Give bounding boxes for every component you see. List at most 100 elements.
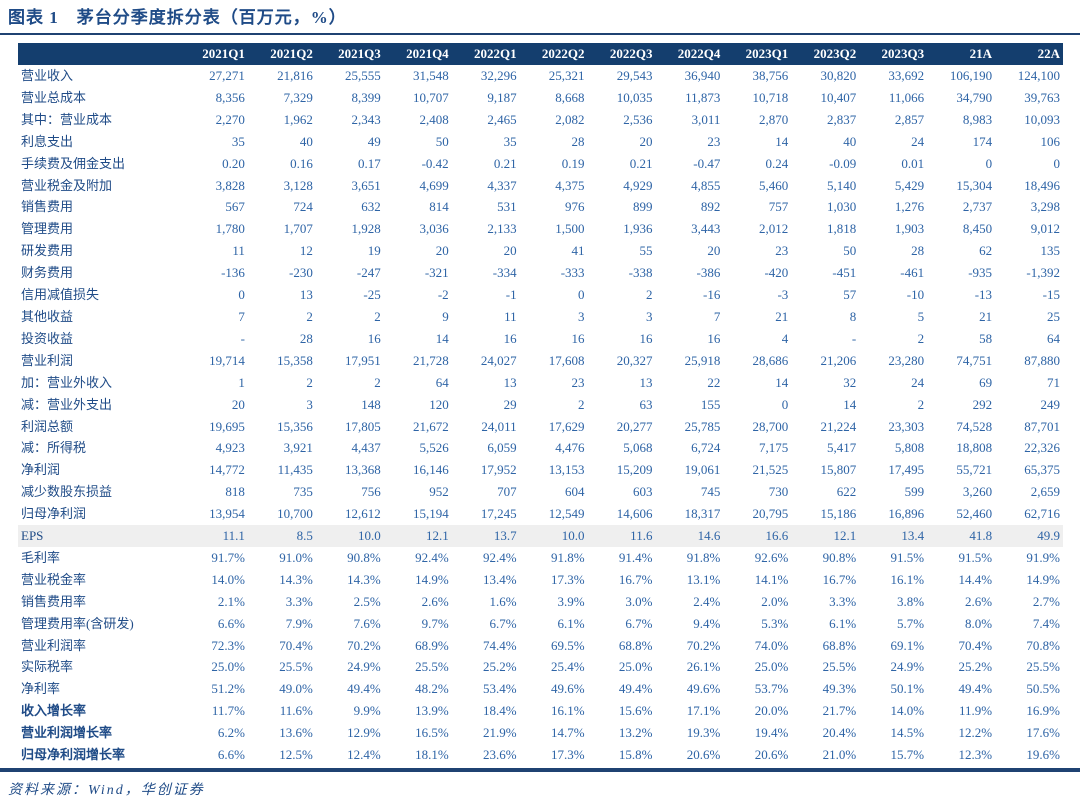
cell: -230 (289, 265, 313, 281)
cell: -13 (974, 287, 993, 303)
cell: 5,140 (826, 177, 857, 193)
cell: 5,526 (419, 440, 449, 456)
row-label: 营业收入 (21, 68, 74, 83)
cell: 3 (645, 308, 653, 324)
cell: -15 (1042, 287, 1060, 303)
cell: 2,270 (215, 111, 245, 127)
cell: 16.7% (618, 571, 653, 587)
row-label: 营业总成本 (21, 89, 87, 105)
cell: 20.6% (686, 747, 721, 763)
cell: 8,399 (351, 89, 381, 105)
cell: 757 (768, 199, 789, 215)
cell: 23 (571, 374, 585, 390)
cell: 21.9% (483, 725, 517, 741)
cell: -3 (777, 287, 789, 303)
cell: 12.1 (383, 525, 452, 547)
cell: 6.6% (217, 747, 245, 763)
cell: 2 (306, 308, 313, 324)
cell: 0 (238, 287, 245, 303)
cell: 18,808 (956, 440, 993, 456)
cell: 14.5% (890, 725, 925, 741)
cell: 2 (306, 374, 313, 390)
cell: 10,035 (616, 89, 653, 105)
cell: 12 (299, 243, 313, 259)
table-row: 信用减值损失 0 13 -25 -2 -1 0 2 -16 -3 57 -10 -13 -15 (18, 284, 1063, 306)
cell: 3.9% (557, 593, 585, 609)
cell: 50.1% (890, 681, 925, 697)
cell: 70.2% (347, 637, 381, 653)
cell: 71 (1047, 374, 1060, 390)
cell: 11.1 (180, 525, 248, 547)
row-label: 净利润 (21, 462, 61, 478)
cell: 18,317 (684, 506, 721, 522)
cell: 27,271 (209, 68, 245, 83)
table-row: 减少数股东损益 818 735 756 952 707 604 603 745 730 622 599… (18, 481, 1063, 503)
cell: 38,756 (752, 68, 789, 83)
cell: 1,276 (894, 199, 925, 215)
cell: -420 (764, 265, 789, 281)
cell: 15,186 (820, 506, 857, 522)
column-header: 2023Q1 (723, 43, 792, 65)
cell: 0.21 (629, 155, 653, 171)
cell: 9.4% (693, 615, 721, 631)
cell: 15.8% (618, 747, 653, 763)
cell: 20 (435, 243, 449, 259)
cell: 68.8% (618, 637, 653, 653)
cell: 11,873 (685, 89, 721, 105)
cell: 14 (775, 133, 789, 149)
cell: 16 (367, 330, 381, 346)
cell: 29,543 (616, 68, 653, 83)
table-row: 研发费用 11 12 19 20 20 41 55 20 23 50 28 62 135 (18, 240, 1063, 262)
cell: 12,549 (548, 506, 585, 522)
cell: -25 (363, 287, 381, 303)
cell: 11.7% (211, 703, 245, 719)
cell: 20,327 (616, 352, 653, 368)
table-row: 利润总额 19,695 15,356 17,805 21,672 24,011 17,629… (18, 416, 1063, 438)
cell: 124,100 (1017, 68, 1060, 83)
cell: 62 (979, 243, 993, 259)
cell: 49.4% (347, 681, 381, 697)
cell: 6.6% (217, 615, 245, 631)
table-row: 利息支出 35 40 49 50 35 28 20 23 14 40 24 174 106 (18, 131, 1063, 153)
cell: 14.0% (890, 703, 925, 719)
cell: 13,954 (209, 506, 245, 522)
cell: 9,012 (1030, 221, 1060, 237)
cell: 2 (645, 287, 653, 303)
cell: 74,751 (956, 352, 993, 368)
cell: 19.4% (754, 725, 789, 741)
cell: 3,011 (691, 111, 721, 127)
cell: 15,209 (616, 462, 653, 478)
cell: 14 (775, 374, 789, 390)
table-row: 毛利率 91.7% 91.0% 90.8% 92.4% 92.4% 91.8% 91.4% 91… (18, 547, 1063, 569)
cell: 13.2% (618, 725, 653, 741)
cell: 10,407 (820, 89, 857, 105)
cell: 0.20 (222, 155, 245, 171)
cell: 41.8 (927, 525, 996, 547)
cell: 24,011 (481, 418, 517, 434)
cell: 5.3% (761, 615, 789, 631)
cell: 7,329 (283, 89, 313, 105)
cell: 53.7% (754, 681, 789, 697)
cell: 2,659 (1030, 484, 1060, 500)
cell: 15,358 (277, 352, 313, 368)
cell: 12.9% (347, 725, 381, 741)
cell: 49.6% (550, 681, 585, 697)
cell: 35 (503, 133, 517, 149)
cell: 1 (238, 374, 245, 390)
cell: 12.5% (279, 747, 313, 763)
cell: 4,929 (623, 177, 653, 193)
cell: 14,772 (209, 462, 245, 478)
cell: 14,606 (616, 506, 653, 522)
cell: 14 (843, 396, 857, 412)
cell: 12.1 (791, 525, 860, 547)
table-row: EPS 11.1 8.5 10.0 12.1 13.7 10.0 11.6 14.6 16.6 12… (18, 525, 1063, 547)
cell: 2,870 (759, 111, 789, 127)
cell: 32 (843, 374, 857, 390)
row-label: 净利率 (21, 681, 61, 697)
cell: 41 (571, 243, 585, 259)
cell: 6,724 (691, 440, 721, 456)
cell: 4,855 (691, 177, 721, 193)
cell: 49 (367, 133, 381, 149)
cell: 16 (571, 330, 585, 346)
